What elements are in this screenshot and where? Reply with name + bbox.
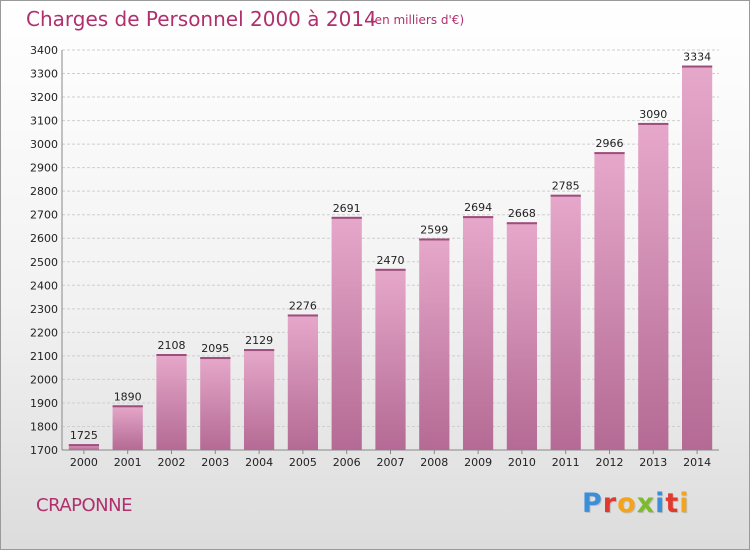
bars: 1725 1890 2108 2095 2129 2276 2691 2470 2599 2694… [68, 51, 713, 451]
bar-2005 [287, 314, 319, 450]
y-tick-label: 3100 [30, 115, 58, 128]
bar-top-edge [638, 122, 669, 125]
bar-top-edge [112, 405, 143, 408]
bar-top-edge [287, 314, 319, 317]
x-tick-label: 2010 [508, 456, 536, 469]
data-label: 1725 [70, 429, 98, 442]
bar-2014 [681, 65, 713, 450]
y-tick-label: 3400 [30, 44, 58, 57]
bar-2006 [331, 216, 362, 450]
x-tick-label: 2002 [158, 456, 186, 469]
x-tick-label: 2005 [289, 456, 317, 469]
x-tick-label: 2001 [114, 456, 142, 469]
bar-2009 [462, 216, 494, 450]
bar-top-edge [681, 65, 713, 68]
y-tick-label: 2400 [30, 279, 58, 292]
bar-top-edge [68, 444, 100, 447]
x-tick-label: 2013 [639, 456, 667, 469]
bar-2013 [638, 122, 669, 451]
logo-letter: P [582, 488, 603, 519]
data-label: 2785 [552, 180, 580, 193]
bar-2000 [68, 444, 100, 450]
data-label: 3090 [639, 108, 667, 121]
bar-2003 [200, 357, 231, 450]
y-tick-label: 3000 [30, 138, 58, 151]
bar-top-edge [375, 268, 406, 271]
y-tick-label: 2000 [30, 373, 58, 386]
bar-top-edge [506, 222, 538, 225]
y-tick-label: 1700 [30, 444, 58, 457]
logo-letter: i [655, 488, 666, 519]
bar-2002 [156, 354, 187, 450]
y-tick-label: 2300 [30, 303, 58, 316]
logo-letter: t [665, 488, 680, 519]
data-label: 2966 [596, 137, 624, 150]
data-label: 2691 [333, 202, 361, 215]
data-label: 2668 [508, 207, 536, 220]
proxiti-logo: Proxiti [582, 488, 690, 519]
data-label: 2129 [245, 334, 273, 347]
bar-2010 [506, 222, 538, 450]
y-axis: 1700 1800 1900 2000 2100 2200 2300 2400 2500 2600… [30, 44, 63, 457]
bar-top-edge [419, 238, 450, 241]
x-tick-label: 2011 [552, 456, 580, 469]
y-tick-label: 2100 [30, 350, 58, 363]
x-tick-label: 2014 [683, 456, 711, 469]
y-tick-label: 1900 [30, 397, 58, 410]
data-label: 2599 [420, 223, 448, 236]
x-tick-label: 2009 [464, 456, 492, 469]
y-tick-label: 2500 [30, 256, 58, 269]
data-label: 2108 [158, 339, 186, 352]
bar-2004 [243, 349, 275, 450]
bar-top-edge [331, 216, 362, 219]
city-name: CRAPONNE [36, 495, 132, 516]
bar-2008 [419, 238, 450, 450]
y-tick-label: 1800 [30, 420, 58, 433]
data-label: 2694 [464, 201, 492, 214]
bar-2007 [375, 268, 406, 450]
chart-title: Charges de Personnel 2000 à 2014 [26, 7, 377, 31]
bar-top-edge [243, 349, 275, 352]
y-tick-label: 2900 [30, 162, 58, 175]
x-tick-label: 2004 [245, 456, 273, 469]
x-tick-label: 2000 [70, 456, 98, 469]
bar-top-edge [594, 152, 625, 155]
logo-letter: x [636, 488, 656, 519]
x-tick-label: 2007 [377, 456, 405, 469]
bar-top-edge [550, 194, 581, 197]
x-axis: 2000 2001 2002 2003 2004 2005 2006 2007 2008 2009… [62, 449, 719, 469]
y-tick-label: 2600 [30, 232, 58, 245]
data-label: 3334 [683, 51, 711, 64]
logo-letter: i [679, 488, 690, 519]
chart-subtitle: (en milliers d'€) [370, 13, 464, 27]
y-tick-label: 2800 [30, 185, 58, 198]
logo-letter: o [617, 488, 637, 519]
bar-top-edge [156, 354, 187, 356]
bar-2011 [550, 194, 581, 450]
data-label: 2095 [201, 342, 229, 355]
logo-letter: r [602, 488, 618, 519]
y-tick-label: 3300 [30, 68, 58, 81]
y-tick-label: 3200 [30, 91, 58, 104]
data-label: 2470 [377, 254, 405, 267]
y-tick-label: 2700 [30, 209, 58, 222]
x-tick-label: 2003 [201, 456, 229, 469]
data-label: 1890 [114, 390, 142, 403]
x-tick-label: 2006 [333, 456, 361, 469]
bar-2012 [594, 152, 625, 450]
bar-top-edge [200, 357, 231, 360]
data-label: 2276 [289, 299, 317, 312]
bar-2001 [112, 405, 143, 450]
y-tick-label: 2200 [30, 326, 58, 339]
x-tick-label: 2008 [420, 456, 448, 469]
bar-top-edge [462, 216, 494, 219]
x-tick-label: 2012 [596, 456, 624, 469]
